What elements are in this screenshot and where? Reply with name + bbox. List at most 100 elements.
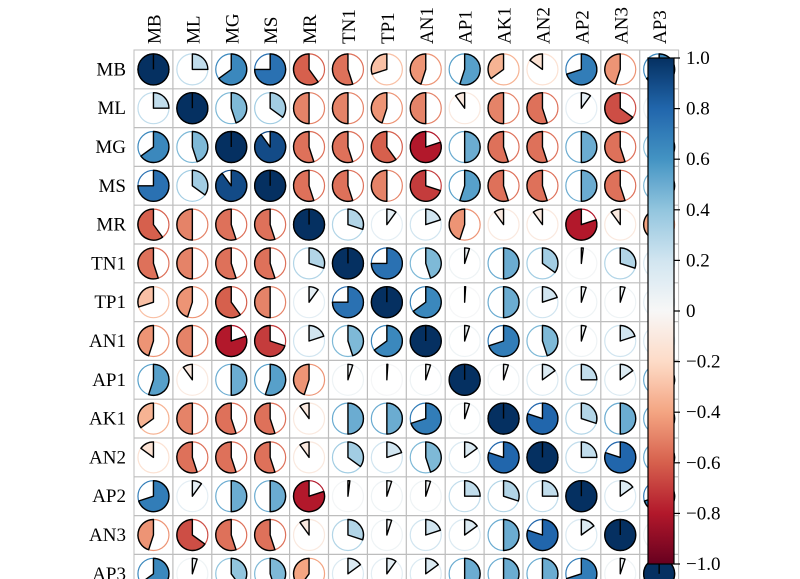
- correlation-cell-AN3-TN1: [331, 518, 365, 552]
- cell-pie-wedge: [487, 169, 510, 202]
- correlation-cell-AK1-AK1: [487, 402, 520, 435]
- correlation-cell-AP3-MS: [254, 557, 287, 579]
- row-label-AK1: AK1: [89, 409, 126, 430]
- cell-pie-wedge: [299, 518, 310, 536]
- cell-pie-wedge: [292, 169, 315, 202]
- cell-pie-wedge: [502, 518, 520, 552]
- correlation-cell-AP1-AN2: [526, 363, 559, 396]
- cell-pie-wedge: [580, 286, 587, 303]
- correlation-cell-AN1-ML: [176, 324, 209, 358]
- correlation-cell-AN3-ML: [176, 518, 209, 552]
- correlation-cell-AN3-AK1: [487, 518, 520, 552]
- correlation-cell-MS-MR: [292, 169, 326, 202]
- correlation-cell-TN1-AP1: [448, 247, 481, 280]
- cell-pie-wedge: [580, 92, 592, 109]
- colorbar: 1.0 0.8 0.6 0.4 0.2 0 −0.2 −0.4 −0.6 −0.8 −1.0: [647, 48, 721, 575]
- correlation-cell-AN1-AN3: [604, 324, 637, 358]
- cell-pie-wedge: [331, 92, 349, 125]
- cell-pie-wedge: [308, 247, 326, 269]
- correlation-cell-MS-AN2: [526, 169, 559, 202]
- cell-pie-wedge: [463, 557, 481, 579]
- cell-pie-wedge: [386, 441, 403, 459]
- row-label-AN1: AN1: [89, 331, 126, 352]
- correlation-cell-AP1-MG: [215, 363, 248, 396]
- cell-pie-wedge: [254, 324, 286, 358]
- correlation-cell-AP3-AP1: [448, 557, 481, 579]
- correlation-cell-AK1-MS: [253, 402, 287, 435]
- correlation-cell-AP3-AN3: [604, 557, 637, 579]
- cell-pie-wedge: [409, 53, 427, 85]
- cell-pie-wedge: [370, 92, 388, 124]
- cell-pie-wedge: [463, 441, 478, 459]
- correlation-cell-AK1-MR: [292, 402, 326, 435]
- cell-pie-wedge: [493, 208, 505, 226]
- correlation-cell-AN3-AP1: [448, 518, 481, 552]
- cell-pie-wedge: [253, 402, 276, 435]
- correlation-cell-AN3-MS: [253, 518, 287, 552]
- correlation-cell-ML-TN1: [331, 92, 365, 125]
- cell-pie-wedge: [264, 363, 287, 396]
- correlation-cell-AP1-MR: [292, 363, 326, 396]
- correlation-cell-MS-TP1: [370, 169, 403, 202]
- cell-pie-wedge: [176, 402, 194, 435]
- correlation-cell-MG-MS: [254, 130, 287, 164]
- correlation-cell-AP1-AP2: [565, 363, 598, 396]
- correlation-cell-MB-MS: [253, 53, 287, 86]
- correlation-cell-MR-AN1: [409, 208, 442, 241]
- cell-pie-wedge: [191, 169, 209, 196]
- cell-pie-wedge: [269, 480, 287, 513]
- cell-pie-wedge: [331, 169, 354, 202]
- cell-pie-wedge: [526, 92, 548, 125]
- correlation-cell-AN2-TP1: [370, 441, 403, 474]
- correlation-cell-MR-MG: [215, 208, 248, 241]
- correlation-cell-TN1-AN2: [526, 247, 559, 280]
- cell-pie-wedge: [604, 53, 621, 85]
- colorbar-tick-label: −1.0: [686, 554, 720, 575]
- correlation-cell-MS-AK1: [487, 169, 520, 202]
- correlation-cell-AP1-AN1: [409, 363, 442, 396]
- cell-pie-wedge: [565, 208, 598, 241]
- column-labels: MB ML MG MS MR TN1 TP1 AN1 AP1 AK1 AN2 AP2 AN3 AP3: [144, 7, 671, 44]
- cell-pie-wedge: [526, 169, 548, 202]
- cell-pie-wedge: [412, 286, 442, 319]
- cell-pie-wedge: [619, 480, 634, 497]
- cell-pie-wedge: [425, 208, 442, 226]
- correlation-cell-AN2-AK1: [487, 441, 520, 474]
- colorbar-tick-label: −0.2: [686, 352, 720, 373]
- row-labels: MB ML MG MS MR TN1 TP1 AN1 AP1 AK1 AN2 AP2 AN3 AP3: [89, 59, 126, 579]
- correlation-cell-MB-AP1: [448, 53, 481, 86]
- row-label-MR: MR: [96, 215, 126, 236]
- cell-pie-wedge: [541, 286, 558, 303]
- correlation-cell-AK1-AN3: [604, 402, 637, 435]
- column-label-AP2: AP2: [572, 10, 593, 44]
- correlation-cell-AN2-MB: [137, 441, 170, 474]
- correlation-cell-MS-MS: [253, 169, 287, 203]
- correlation-cell-MG-AN2: [526, 130, 559, 164]
- cell-pie-wedge: [230, 363, 248, 396]
- correlation-cell-ML-AN2: [526, 92, 559, 125]
- column-label-AN2: AN2: [533, 7, 554, 44]
- correlation-cell-AP3-AN1: [409, 557, 442, 579]
- row-label-AP3: AP3: [92, 564, 126, 579]
- correlation-cell-MB-AN3: [604, 53, 637, 86]
- correlation-cell-AN3-AN1: [409, 518, 442, 552]
- correlation-cell-AP1-TP1: [370, 363, 403, 396]
- cell-pie-wedge: [137, 324, 155, 357]
- cell-pie-wedge: [425, 557, 439, 575]
- cell-pie-wedge: [463, 480, 481, 497]
- correlation-cell-AN2-MS: [253, 441, 287, 474]
- colorbar-gradient: [647, 57, 675, 565]
- cell-pie-wedge: [487, 441, 520, 474]
- column-label-MG: MG: [222, 13, 243, 44]
- cell-pie-wedge: [137, 247, 159, 280]
- cell-pie-wedge: [454, 92, 466, 109]
- correlation-cell-MR-ML: [176, 208, 209, 241]
- cell-pie-wedge: [347, 441, 365, 468]
- cell-pie-wedge: [487, 53, 505, 80]
- correlation-cell-AN2-TN1: [331, 441, 365, 474]
- cell-pie-wedge: [218, 53, 248, 86]
- cell-pie-wedge: [230, 480, 248, 513]
- cell-pie-wedge: [410, 402, 442, 435]
- cell-pie-wedge: [425, 518, 442, 536]
